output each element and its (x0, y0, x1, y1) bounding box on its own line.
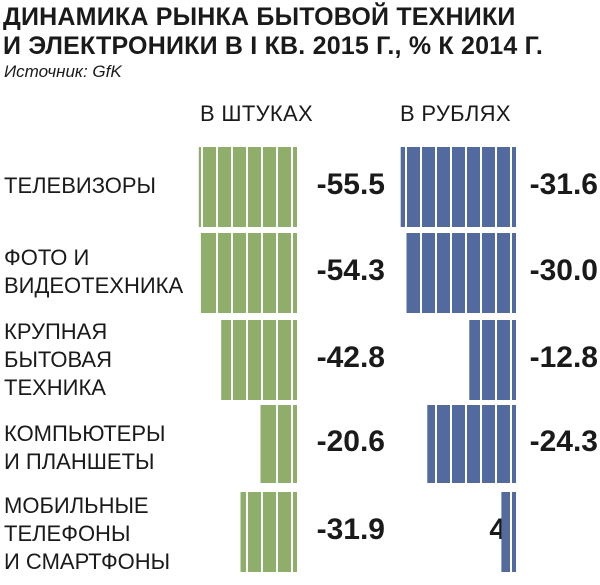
bar-stripe (276, 492, 278, 572)
bar-stripe (291, 320, 293, 400)
bar-stripe (435, 405, 437, 483)
bar-stripe (435, 233, 437, 313)
value-label-units: -31.9 (316, 513, 385, 546)
column-header-units: В ШТУКАХ (200, 101, 313, 126)
bar-units (240, 492, 297, 572)
bar-stripe (246, 320, 248, 400)
bar-rubles (427, 405, 516, 483)
chart-title: ДИНАМИКА РЫНКА БЫТОВОЙ ТЕХНИКИ И ЭЛЕКТРО… (3, 3, 598, 61)
bar-stripe (261, 320, 263, 400)
bar-stripe (201, 147, 203, 227)
bar-stripe (291, 405, 293, 483)
bar-stripe (291, 147, 293, 227)
bar-stripe (510, 492, 512, 572)
bar-stripe (231, 320, 233, 400)
bar-rubles (469, 320, 516, 400)
bar-stripe (405, 147, 407, 227)
bar-stripe (246, 147, 248, 227)
bar-stripe (276, 233, 278, 313)
value-label-units: -42.8 (316, 341, 385, 374)
value-label-rubles: -30.0 (529, 254, 598, 287)
bar-units (260, 405, 297, 483)
value-label-rubles: -24.3 (529, 425, 598, 458)
bar-stripe (450, 233, 452, 313)
bar-stripe (480, 405, 482, 483)
bar-stripe (450, 405, 452, 483)
title-line-2: И ЭЛЕКТРОНИКИ В I КВ. 2015 Г., % К 2014 … (3, 32, 543, 60)
value-label-rubles: -12.8 (529, 341, 598, 374)
category-label: КРУПНАЯ БЫТОВАЯ ТЕХНИКА (4, 319, 112, 400)
category-label: МОБИЛЬНЫЕ ТЕЛЕФОНЫ И СМАРТФОНЫ (4, 493, 171, 574)
bar-stripe (495, 147, 497, 227)
bar-stripe (435, 147, 437, 227)
bar-stripe (465, 405, 467, 483)
bar-stripe (246, 233, 248, 313)
category-label: КОМПЬЮТЕРЫ И ПЛАНШЕТЫ (4, 421, 166, 474)
bar-stripe (216, 147, 218, 227)
bar-stripe (495, 320, 497, 400)
title-line-1: ДИНАМИКА РЫНКА БЫТОВОЙ ТЕХНИКИ (3, 3, 516, 31)
bar-stripe (480, 320, 482, 400)
bar-stripe (465, 233, 467, 313)
bar-stripe (510, 405, 512, 483)
value-label-rubles: -31.6 (529, 168, 598, 201)
bar-stripe (231, 147, 233, 227)
bar-stripe (216, 233, 218, 313)
bar-units (221, 320, 297, 400)
bar-stripe (231, 233, 233, 313)
bar-rubles (501, 492, 516, 572)
bar-units (200, 233, 297, 313)
bar-stripe (495, 405, 497, 483)
column-header-rubles: В РУБЛЯХ (400, 101, 511, 126)
bar-stripe (510, 147, 512, 227)
bar-stripe (291, 233, 293, 313)
category-label: ТЕЛЕВИЗОРЫ (4, 173, 157, 198)
bar-stripe (276, 320, 278, 400)
bar-stripe (480, 233, 482, 313)
bar-stripe (510, 320, 512, 400)
category-label: ФОТО И ВИДЕОТЕХНИКА (4, 245, 184, 298)
value-label-units: -20.6 (316, 425, 385, 458)
bar-stripe (495, 233, 497, 313)
value-label-units: -55.5 (316, 168, 385, 201)
value-label-units: -54.3 (316, 254, 385, 287)
bar-stripe (420, 147, 422, 227)
bar-rubles (400, 147, 516, 227)
bar-stripe (246, 492, 248, 572)
bar-stripe (261, 233, 263, 313)
bar-stripe (261, 492, 263, 572)
source-note: Источник: GfK (4, 62, 122, 81)
bar-stripe (276, 405, 278, 483)
bar-stripe (465, 147, 467, 227)
bar-stripe (510, 233, 512, 313)
bar-rubles (406, 233, 516, 313)
bar-stripe (291, 492, 293, 572)
bar-stripe (276, 147, 278, 227)
bar-stripe (420, 233, 422, 313)
bar-stripe (261, 147, 263, 227)
bar-stripe (480, 147, 482, 227)
bar-stripe (450, 147, 452, 227)
